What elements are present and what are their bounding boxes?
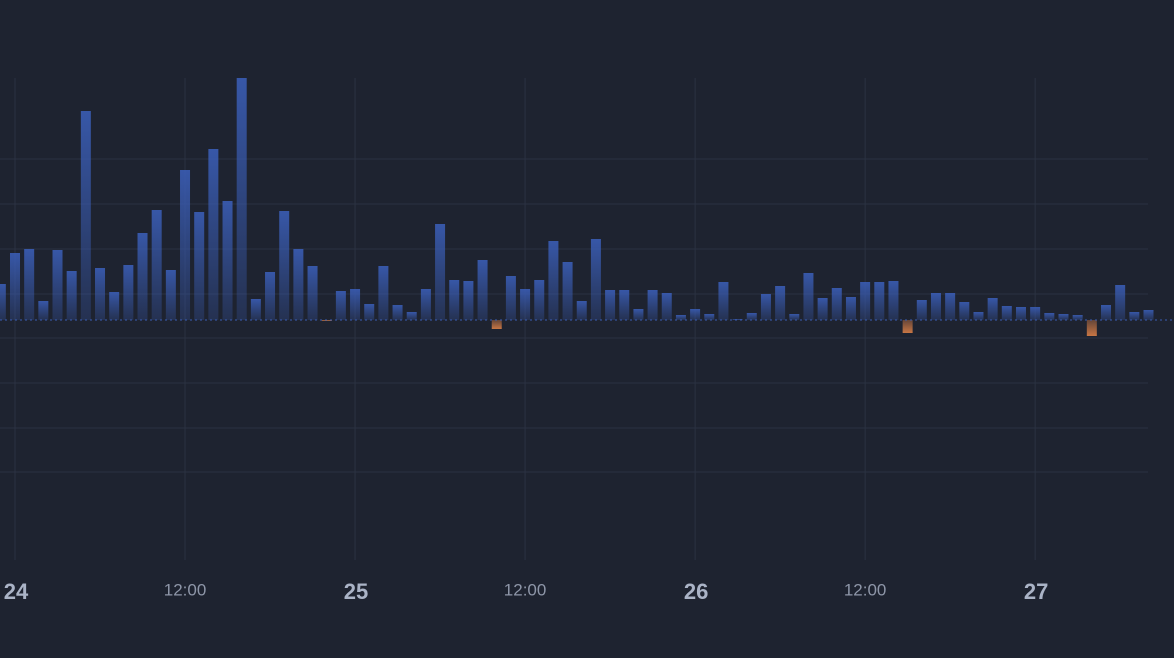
bar (1115, 285, 1126, 320)
bar (874, 282, 885, 320)
bar (435, 224, 446, 320)
bar (335, 291, 346, 320)
horizontal-grid (0, 158, 1148, 473)
x-tick-label: 26 (684, 579, 708, 604)
bar (222, 201, 233, 320)
bar (378, 266, 389, 320)
bar (165, 270, 176, 320)
bar (10, 253, 21, 320)
bar (1001, 306, 1012, 320)
bar (109, 292, 120, 320)
bar (24, 249, 35, 320)
bar (647, 290, 658, 320)
bar (406, 312, 417, 320)
bar (987, 298, 998, 320)
bar (775, 286, 786, 320)
bar (1100, 305, 1111, 320)
bar (250, 299, 261, 320)
bar (718, 282, 729, 320)
bar (803, 273, 814, 320)
bar (860, 282, 871, 320)
bar (364, 304, 375, 320)
bar (945, 293, 956, 320)
bar (236, 78, 247, 320)
bar (704, 314, 715, 320)
bar (902, 320, 913, 333)
bar (590, 239, 601, 320)
bar (1044, 313, 1055, 320)
bar (562, 262, 573, 320)
bar (831, 288, 842, 320)
bar (888, 281, 899, 320)
bar (817, 298, 828, 320)
bar (463, 281, 474, 320)
bar (690, 309, 701, 320)
bar (930, 293, 941, 320)
bar (661, 293, 672, 320)
x-tick-label: 27 (1024, 579, 1048, 604)
bar (307, 266, 318, 320)
bar (760, 294, 771, 320)
bar (477, 260, 488, 320)
bar (38, 301, 49, 320)
bar (520, 289, 531, 320)
bar (265, 272, 276, 320)
bar (208, 149, 219, 320)
bar (675, 315, 686, 320)
bar (0, 284, 6, 320)
bar (548, 241, 559, 320)
bar (505, 276, 516, 320)
bar (180, 170, 191, 320)
bar (732, 319, 743, 320)
bar (746, 313, 757, 320)
bar (1086, 320, 1097, 336)
x-tick-label: 12:00 (504, 580, 547, 599)
x-tick-label: 12:00 (164, 580, 207, 599)
bar (491, 320, 502, 329)
bar (66, 271, 77, 320)
bar (534, 280, 545, 320)
bar (194, 212, 205, 320)
bar (633, 309, 644, 320)
bar (576, 301, 587, 320)
bar (1015, 307, 1026, 320)
bar (80, 111, 91, 320)
x-tick-label: 24 (4, 579, 29, 604)
x-tick-label: 25 (344, 579, 368, 604)
bar (1129, 312, 1140, 320)
bar (350, 289, 361, 320)
bar (1143, 310, 1154, 320)
bar (123, 265, 134, 320)
bar (619, 290, 630, 320)
bar (279, 211, 290, 320)
bar (973, 312, 984, 320)
bar (789, 314, 800, 320)
bar (392, 305, 403, 320)
bar (293, 249, 304, 320)
bar (959, 302, 970, 320)
x-tick-label: 12:00 (844, 580, 887, 599)
bar (916, 300, 927, 320)
bar (137, 233, 148, 320)
bar (449, 280, 460, 320)
bar (605, 290, 616, 320)
bar (845, 297, 856, 320)
bar (1030, 307, 1041, 320)
bar (420, 289, 431, 320)
bar (151, 210, 162, 320)
bar (1072, 315, 1083, 320)
bar (1058, 314, 1069, 320)
bar (52, 250, 63, 320)
bar (95, 268, 106, 320)
